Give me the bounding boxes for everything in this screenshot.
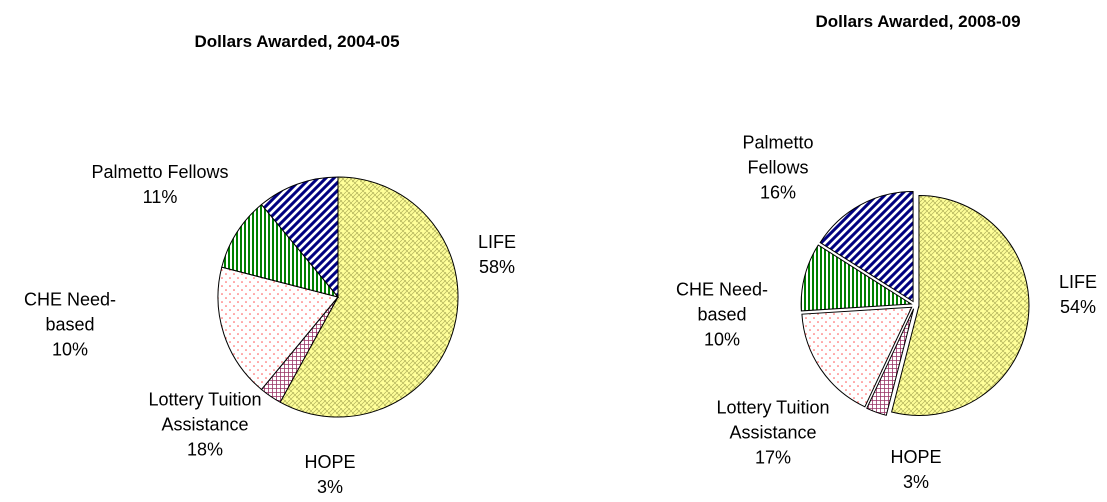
pie-slice: [866, 308, 915, 416]
pie-slice: [819, 190, 914, 303]
slice-category: CHE Need-based: [23, 289, 117, 335]
slice-category: Lottery Tuition Assistance: [148, 389, 262, 435]
slice-category: Lottery Tuition Assistance: [716, 397, 830, 443]
slice-category: LIFE: [1058, 272, 1097, 292]
pie-slice: [217, 266, 339, 391]
slice-value: 17%: [754, 447, 792, 468]
slice-value: 58%: [478, 257, 516, 277]
slice-label: Palmetto Fellows 16%: [728, 131, 828, 206]
slice-label: CHE Need-based 10%: [20, 288, 120, 363]
pie-slice: [279, 176, 459, 418]
slice-value: 11%: [142, 187, 178, 207]
slice-label: LIFE 54%: [1043, 270, 1107, 320]
slice-label: LIFE 58%: [452, 230, 542, 280]
slice-label: Palmetto Fellows 11%: [50, 160, 270, 210]
chart-title-text: Dollars Awarded, 2004-05: [194, 32, 400, 51]
chart-title-text: Dollars Awarded, 2008-09: [815, 12, 1021, 31]
slice-value: 18%: [186, 439, 224, 460]
slice-label: HOPE 3%: [290, 450, 370, 500]
slice-category: HOPE: [304, 452, 356, 472]
slice-value: 10%: [703, 329, 741, 350]
slice-value: 3%: [316, 477, 343, 497]
chart-title: Dollars Awarded, 2008-09: [815, 12, 1020, 32]
slice-category: HOPE: [890, 447, 942, 467]
pie-slice: [891, 195, 1030, 416]
slice-value: 54%: [1059, 297, 1097, 317]
slice-label: HOPE 3%: [881, 445, 951, 495]
slice-category: CHE Need-based: [675, 279, 769, 325]
pie-slice: [800, 244, 913, 312]
pie-slice: [260, 176, 339, 299]
chart-title: Dollars Awarded, 2004-05: [194, 32, 399, 52]
pie-slice: [801, 306, 913, 408]
slice-category: Palmetto Fellows: [742, 132, 814, 178]
slice-category: LIFE: [477, 232, 516, 252]
slice-label: CHE Need-based 10%: [672, 278, 772, 353]
slice-value: 3%: [902, 472, 929, 492]
pie-slice: [221, 203, 340, 298]
slice-value: 16%: [759, 182, 797, 203]
slice-label: Lottery Tuition Assistance 17%: [713, 396, 833, 471]
slice-value: 10%: [51, 339, 89, 360]
slice-label: Lottery Tuition Assistance 18%: [130, 388, 280, 463]
slice-category: Palmetto Fellows: [91, 162, 229, 182]
